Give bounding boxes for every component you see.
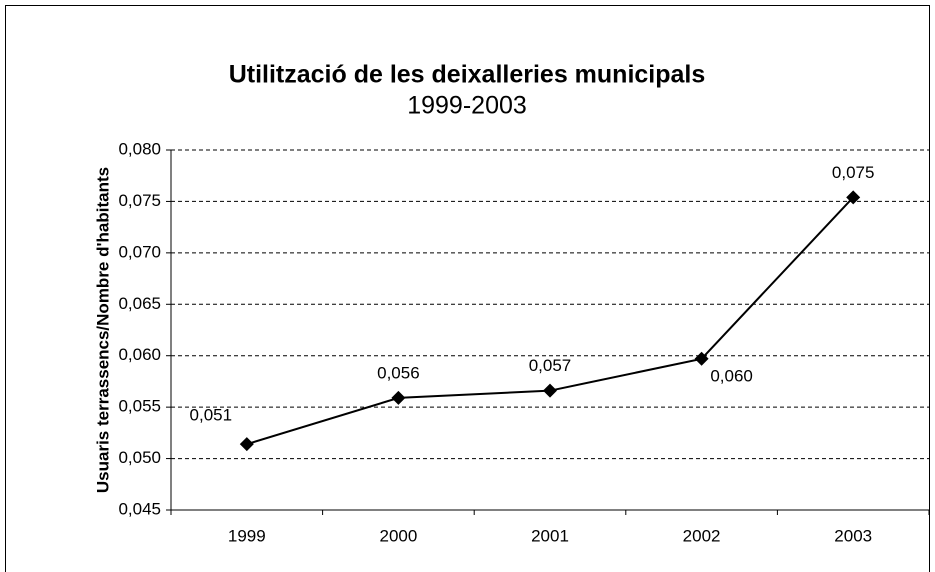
x-tick-label: 2001	[531, 526, 569, 545]
marker	[239, 437, 254, 452]
y-tick-label: 0,080	[118, 139, 161, 158]
x-tick-label: 2002	[683, 526, 721, 545]
y-tick-label: 0,070	[118, 242, 161, 261]
y-axis-label: Usuaris terrassencs/Nombre d'habitants	[93, 167, 112, 493]
y-tick-label: 0,045	[118, 499, 161, 518]
y-tick-label: 0,060	[118, 345, 161, 364]
x-tick-label: 1999	[228, 526, 266, 545]
marker	[543, 383, 557, 398]
chart-border	[5, 5, 930, 572]
y-tick-label: 0,065	[118, 294, 161, 313]
x-tick-label: 2003	[834, 526, 872, 545]
data-label: 0,051	[190, 406, 233, 425]
chart-subtitle: 1999-2003	[407, 92, 527, 120]
y-tick-label: 0,055	[118, 397, 161, 416]
data-label: 0,056	[377, 363, 420, 382]
chart-title: Utilització de les deixalleries municipa…	[229, 61, 706, 89]
data-label: 0,075	[832, 163, 875, 182]
x-tick-label: 2000	[379, 526, 417, 545]
data-label: 0,060	[710, 366, 753, 385]
marker	[846, 190, 861, 205]
marker	[694, 351, 709, 366]
y-tick-label: 0,050	[118, 448, 161, 467]
marker	[391, 390, 406, 405]
y-tick-label: 0,075	[118, 191, 161, 210]
data-label: 0,057	[529, 356, 572, 375]
